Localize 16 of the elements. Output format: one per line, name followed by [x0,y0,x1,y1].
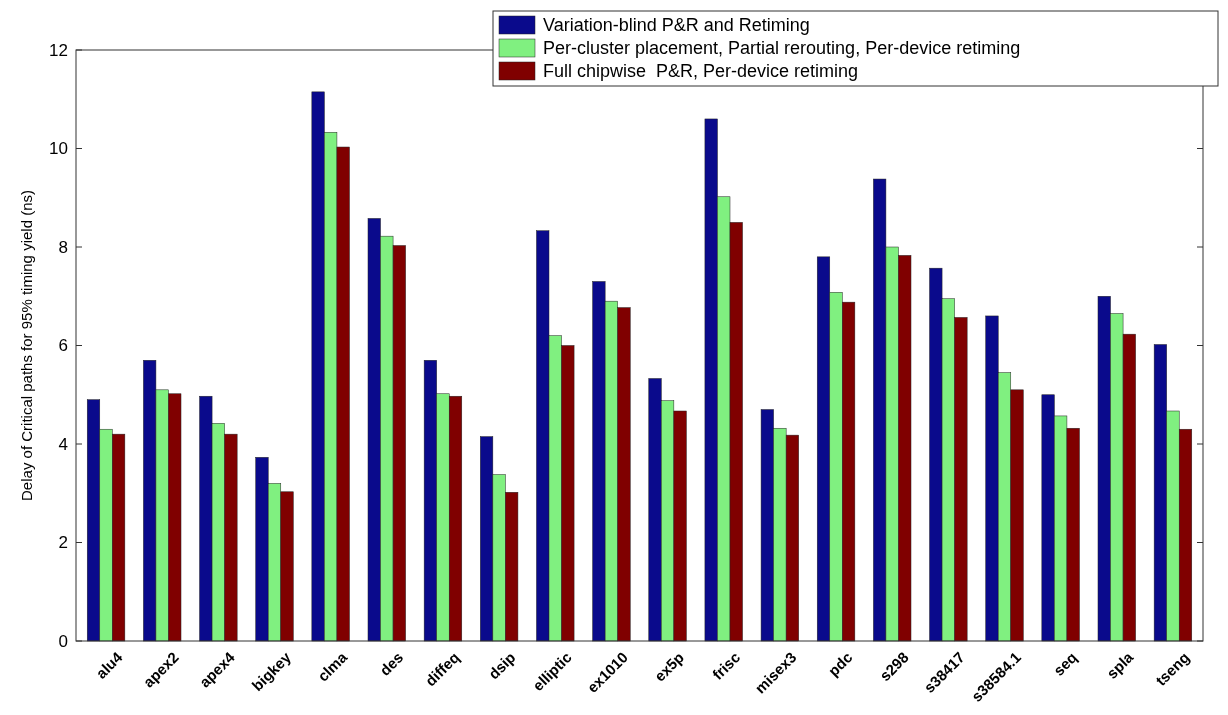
x-tick-label: des [376,648,407,679]
x-tick-label: pdc [824,648,856,680]
legend-label: Full chipwise P&R, Per-device retiming [543,61,859,82]
y-tick-label: 0 [58,631,68,651]
legend-label: Per-cluster placement, Partial rerouting, Per-device retiming [543,38,1021,59]
y-tick-label: 10 [49,139,68,159]
legend-label: Variation-blind P&R and Retiming [543,15,810,36]
x-tick-label: spla [1103,648,1137,682]
y-tick-label: 8 [58,237,68,257]
x-tick-label: dsip [484,648,519,683]
y-tick-label: 12 [49,40,68,60]
y-tick-label: 6 [58,336,68,356]
y-tick-label: 2 [58,533,68,553]
x-tick-label: seq [1049,648,1081,679]
y-axis-title: Delay of Critical paths for 95% timing yield (ns) [18,190,35,501]
y-tick-label: 4 [58,434,68,454]
